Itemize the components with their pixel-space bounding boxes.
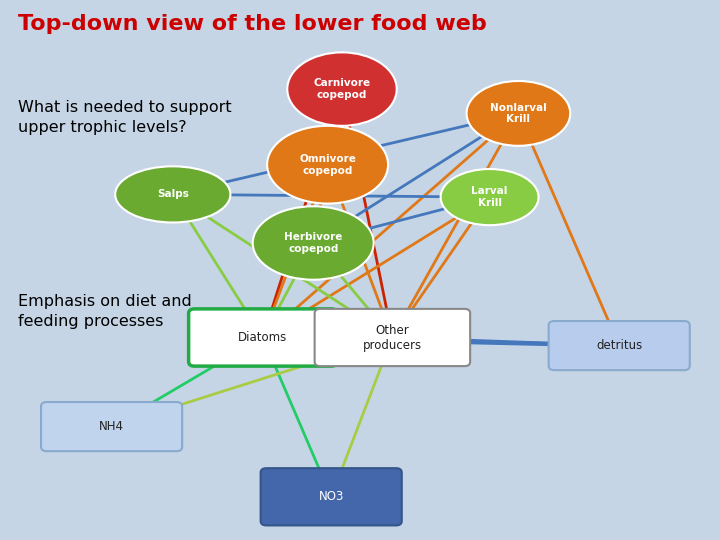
FancyBboxPatch shape [41,402,182,451]
Ellipse shape [467,81,570,146]
FancyBboxPatch shape [261,468,402,525]
Ellipse shape [267,126,388,204]
Text: Carnivore
copepod: Carnivore copepod [313,78,371,100]
Text: NH4: NH4 [99,420,124,433]
Text: Other
producers: Other producers [363,323,422,352]
Text: detritus: detritus [596,339,642,352]
Text: Omnivore
copepod: Omnivore copepod [300,154,356,176]
Text: Emphasis on diet and
feeding processes: Emphasis on diet and feeding processes [18,294,192,329]
FancyBboxPatch shape [315,309,470,366]
Text: NO3: NO3 [318,490,344,503]
Ellipse shape [115,166,230,222]
Text: Nonlarval
Krill: Nonlarval Krill [490,103,546,124]
Text: Herbivore
copepod: Herbivore copepod [284,232,343,254]
Text: Salps: Salps [157,190,189,199]
FancyBboxPatch shape [549,321,690,370]
FancyBboxPatch shape [189,309,337,366]
Text: Top-down view of the lower food web: Top-down view of the lower food web [18,14,487,33]
Text: What is needed to support
upper trophic levels?: What is needed to support upper trophic … [18,100,232,134]
Text: Diatoms: Diatoms [238,331,287,344]
Ellipse shape [287,52,397,126]
Ellipse shape [441,169,539,225]
Text: Larval
Krill: Larval Krill [472,186,508,208]
Ellipse shape [253,206,374,280]
